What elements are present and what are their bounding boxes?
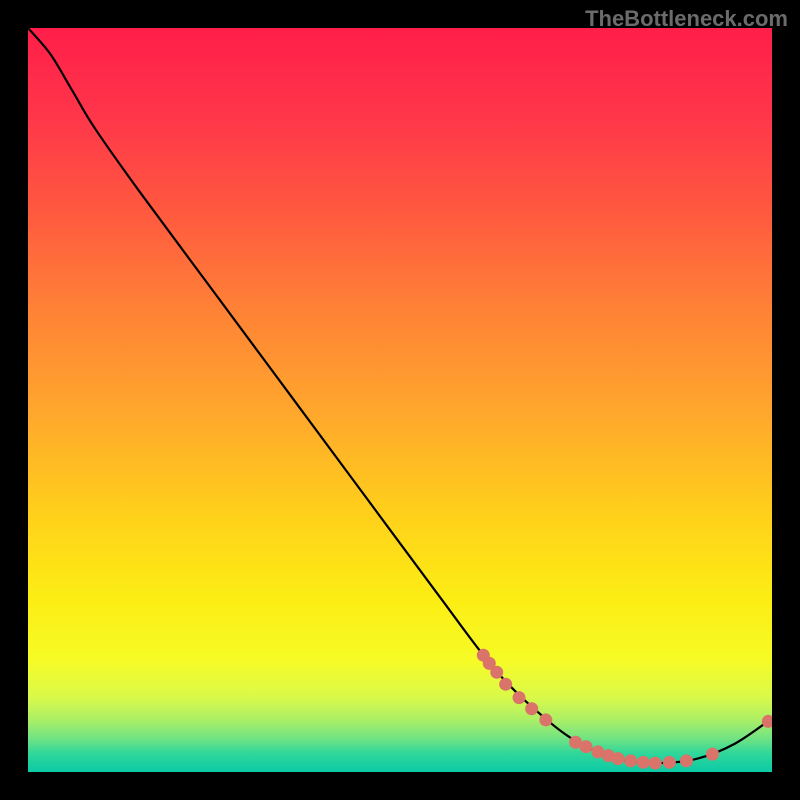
plot-area bbox=[28, 28, 772, 772]
chart-container: TheBottleneck.com bbox=[0, 0, 800, 800]
gradient-background bbox=[28, 28, 772, 772]
